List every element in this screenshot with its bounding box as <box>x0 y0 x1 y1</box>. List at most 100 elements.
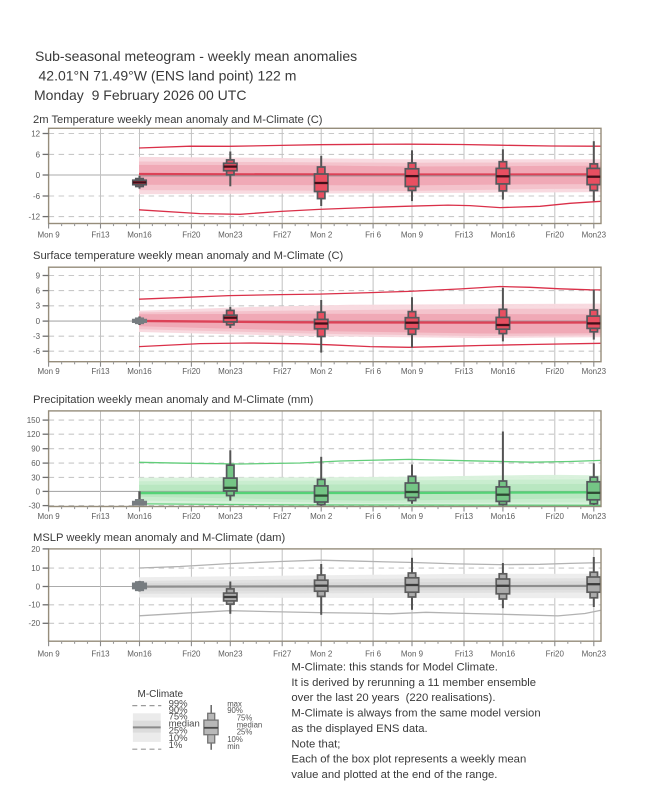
svg-text:Fri13: Fri13 <box>455 230 474 239</box>
svg-text:Fri20: Fri20 <box>182 367 201 376</box>
svg-text:Mon23: Mon23 <box>582 650 607 659</box>
svg-text:Fri20: Fri20 <box>182 512 201 521</box>
svg-text:min: min <box>227 742 240 751</box>
svg-text:Mon23: Mon23 <box>218 650 243 659</box>
svg-text:Fri20: Fri20 <box>546 230 565 239</box>
svg-text:value and plotted at the end o: value and plotted at the end of the rang… <box>291 769 497 781</box>
svg-text:max: max <box>227 699 242 708</box>
svg-text:Precipitation weekly mean anom: Precipitation weekly mean anomaly and M-… <box>33 394 314 406</box>
svg-text:-10: -10 <box>29 601 41 610</box>
svg-text:12: 12 <box>31 129 40 138</box>
svg-text:Fri20: Fri20 <box>182 230 201 239</box>
svg-text:1%: 1% <box>169 740 183 751</box>
svg-text:25%: 25% <box>169 725 189 736</box>
svg-text:9: 9 <box>36 271 41 280</box>
svg-text:90%: 90% <box>227 706 243 715</box>
svg-text:-30: -30 <box>29 502 41 511</box>
svg-text:10%: 10% <box>169 733 189 744</box>
svg-text:25%: 25% <box>237 728 253 737</box>
svg-text:It is derived by rerunning a 1: It is derived by rerunning a 11 member e… <box>291 677 536 689</box>
svg-text:Mon16: Mon16 <box>491 512 516 521</box>
svg-text:10%: 10% <box>227 735 243 744</box>
svg-text:90%: 90% <box>169 705 189 716</box>
svg-text:Fri 6: Fri 6 <box>365 650 382 659</box>
svg-text:2m Temperature weekly mean ano: 2m Temperature weekly mean anomaly and M… <box>33 114 323 126</box>
svg-text:M-Climate is always from the s: M-Climate is always from the same model … <box>291 708 540 720</box>
svg-text:Fri13: Fri13 <box>455 367 474 376</box>
svg-text:-3: -3 <box>33 332 41 341</box>
svg-text:Mon 9: Mon 9 <box>37 650 60 659</box>
svg-text:Surface temperature weekly mea: Surface temperature weekly mean anomaly … <box>33 250 344 262</box>
svg-text:Fri27: Fri27 <box>273 650 292 659</box>
svg-text:median: median <box>169 719 200 730</box>
svg-text:Mon 9: Mon 9 <box>401 230 424 239</box>
svg-text:Fri 6: Fri 6 <box>365 512 382 521</box>
svg-text:Mon 9: Mon 9 <box>37 230 60 239</box>
svg-text:Fri20: Fri20 <box>546 512 565 521</box>
svg-text:Fri27: Fri27 <box>273 230 292 239</box>
svg-text:60: 60 <box>31 459 40 468</box>
svg-text:Fri27: Fri27 <box>273 512 292 521</box>
svg-text:10: 10 <box>31 564 40 573</box>
svg-text:Mon23: Mon23 <box>582 367 607 376</box>
svg-text:Sub-seasonal meteogram - weekl: Sub-seasonal meteogram - weekly mean ano… <box>35 48 357 64</box>
svg-text:0: 0 <box>36 171 41 180</box>
svg-text:Fri13: Fri13 <box>455 512 474 521</box>
svg-text:Fri13: Fri13 <box>91 367 110 376</box>
svg-text:3: 3 <box>36 302 41 311</box>
svg-text:75%: 75% <box>237 713 253 722</box>
svg-text:0: 0 <box>36 582 41 591</box>
svg-text:Mon16: Mon16 <box>127 230 152 239</box>
svg-text:median: median <box>237 721 263 730</box>
svg-text:99%: 99% <box>169 699 189 710</box>
svg-text:Fri 6: Fri 6 <box>365 367 382 376</box>
svg-text:Mon23: Mon23 <box>582 512 607 521</box>
svg-text:Mon16: Mon16 <box>127 367 152 376</box>
svg-text:Mon 9: Mon 9 <box>37 512 60 521</box>
svg-text:Mon16: Mon16 <box>491 230 516 239</box>
svg-text:Fri13: Fri13 <box>455 650 474 659</box>
svg-text:Mon23: Mon23 <box>218 367 243 376</box>
svg-text:Fri20: Fri20 <box>546 367 565 376</box>
svg-text:M-Climate: this stands for Mod: M-Climate: this stands for Model Climate… <box>291 662 498 674</box>
svg-text:6: 6 <box>36 150 41 159</box>
svg-text:-6: -6 <box>33 347 41 356</box>
svg-text:over the last 20 years (220 r: over the last 20 years (220 realisations… <box>291 692 495 704</box>
svg-text:30: 30 <box>31 473 40 482</box>
svg-text:Note that;: Note that; <box>291 738 340 750</box>
svg-text:-12: -12 <box>29 213 41 222</box>
svg-text:Mon 2: Mon 2 <box>310 650 333 659</box>
svg-text:Fri27: Fri27 <box>273 367 292 376</box>
svg-text:as the displayed ENS data.: as the displayed ENS data. <box>291 723 427 735</box>
svg-text:Mon 9: Mon 9 <box>401 367 424 376</box>
svg-text:Fri 6: Fri 6 <box>365 230 382 239</box>
svg-text:150: 150 <box>27 416 41 425</box>
svg-text:-6: -6 <box>33 192 41 201</box>
svg-text:Mon 9: Mon 9 <box>37 367 60 376</box>
svg-text:Fri13: Fri13 <box>91 650 110 659</box>
svg-text:Fri13: Fri13 <box>91 230 110 239</box>
svg-text:Each of the box plot represent: Each of the box plot represents a weekly… <box>291 754 526 766</box>
svg-text:-20: -20 <box>29 619 41 628</box>
svg-text:Fri20: Fri20 <box>182 650 201 659</box>
svg-text:Mon16: Mon16 <box>127 650 152 659</box>
svg-text:Fri13: Fri13 <box>91 512 110 521</box>
svg-text:Mon 9: Mon 9 <box>401 650 424 659</box>
svg-text:75%: 75% <box>169 712 189 723</box>
svg-text:Fri20: Fri20 <box>546 650 565 659</box>
svg-text:120: 120 <box>27 430 41 439</box>
svg-text:6: 6 <box>36 287 41 296</box>
svg-text:Mon 2: Mon 2 <box>310 512 333 521</box>
svg-text:90: 90 <box>31 445 40 454</box>
svg-text:0: 0 <box>36 317 41 326</box>
svg-text:Mon 2: Mon 2 <box>310 230 333 239</box>
svg-text:0: 0 <box>36 487 41 496</box>
svg-text:Mon23: Mon23 <box>218 230 243 239</box>
svg-text:MSLP weekly mean anomaly and M: MSLP weekly mean anomaly and M-Climate (… <box>33 532 286 544</box>
svg-text:Mon16: Mon16 <box>491 367 516 376</box>
svg-text:42.01°N 71.49°W (ENS land poin: 42.01°N 71.49°W (ENS land point) 122 m <box>39 67 297 83</box>
svg-text:Monday 9 February 2026 00 UTC: Monday 9 February 2026 00 UTC <box>34 87 246 103</box>
svg-text:Mon23: Mon23 <box>218 512 243 521</box>
svg-text:20: 20 <box>31 545 40 554</box>
svg-text:Mon23: Mon23 <box>582 230 607 239</box>
